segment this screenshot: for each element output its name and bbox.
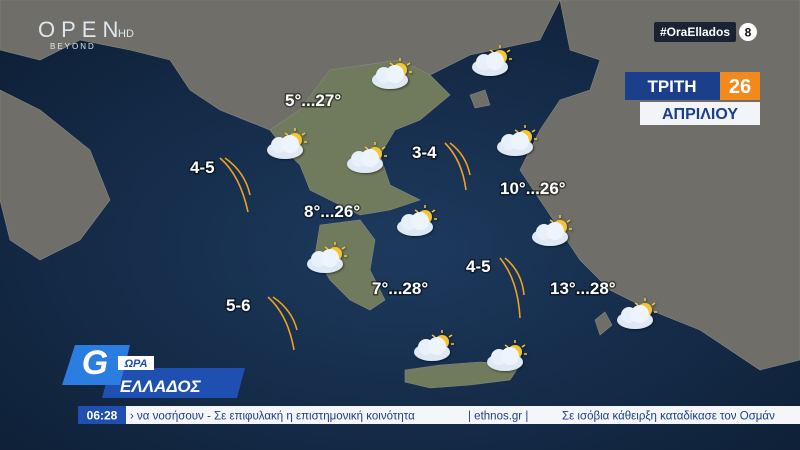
svg-text:G: G [82,344,108,382]
show-logo: G ΩΡΑ ΕΛΛΑΔΟΣ [62,344,245,398]
hashtag: #OraEllados [660,25,730,39]
brand-sub: BEYOND [50,42,96,51]
temperature: 8°...26° [304,202,360,221]
temperature: 13°...28° [550,279,616,298]
month: ΑΠΡΙΛΙΟΥ [662,106,738,123]
temperature: 5°...27° [285,91,341,110]
ticker-item: | ethnos.gr | [468,411,528,423]
brand: OPEN BEYOND HD [38,17,134,51]
weekday-box [625,72,720,100]
ticker-bar [80,406,800,424]
wind-force: 4-5 [466,257,491,276]
show-line1: ΩΡΑ [123,358,147,370]
brand-name: OPEN [38,17,124,42]
rating-badge [739,23,757,41]
month-box [640,102,760,125]
day: 26 [729,76,751,98]
ticker-time-box [78,406,126,424]
day-box [720,72,760,100]
land [0,0,800,389]
rating: 8 [745,26,752,40]
temperature: 7°...28° [372,279,428,298]
temperature: 10°...26° [500,179,566,198]
wind-force: 4-5 [190,158,215,177]
weekday: ΤΡΙΤΗ [647,77,696,96]
ticker-time: 06:28 [87,409,118,423]
wind-force: 5-6 [226,296,251,315]
wind-force: 3-4 [412,143,437,162]
ticker-item: Σε ισόβια κάθειρξη καταδίκασε τον Οσμάν [562,411,775,423]
hashtag-box [654,22,736,42]
wind-arrows [219,142,525,351]
brand-hd: HD [118,28,134,40]
ticker-item: › να νοσήσουν - Σε επιφυλακή η επιστημον… [130,411,415,423]
show-line2: ΕΛΛΑΔΟΣ [120,377,202,396]
